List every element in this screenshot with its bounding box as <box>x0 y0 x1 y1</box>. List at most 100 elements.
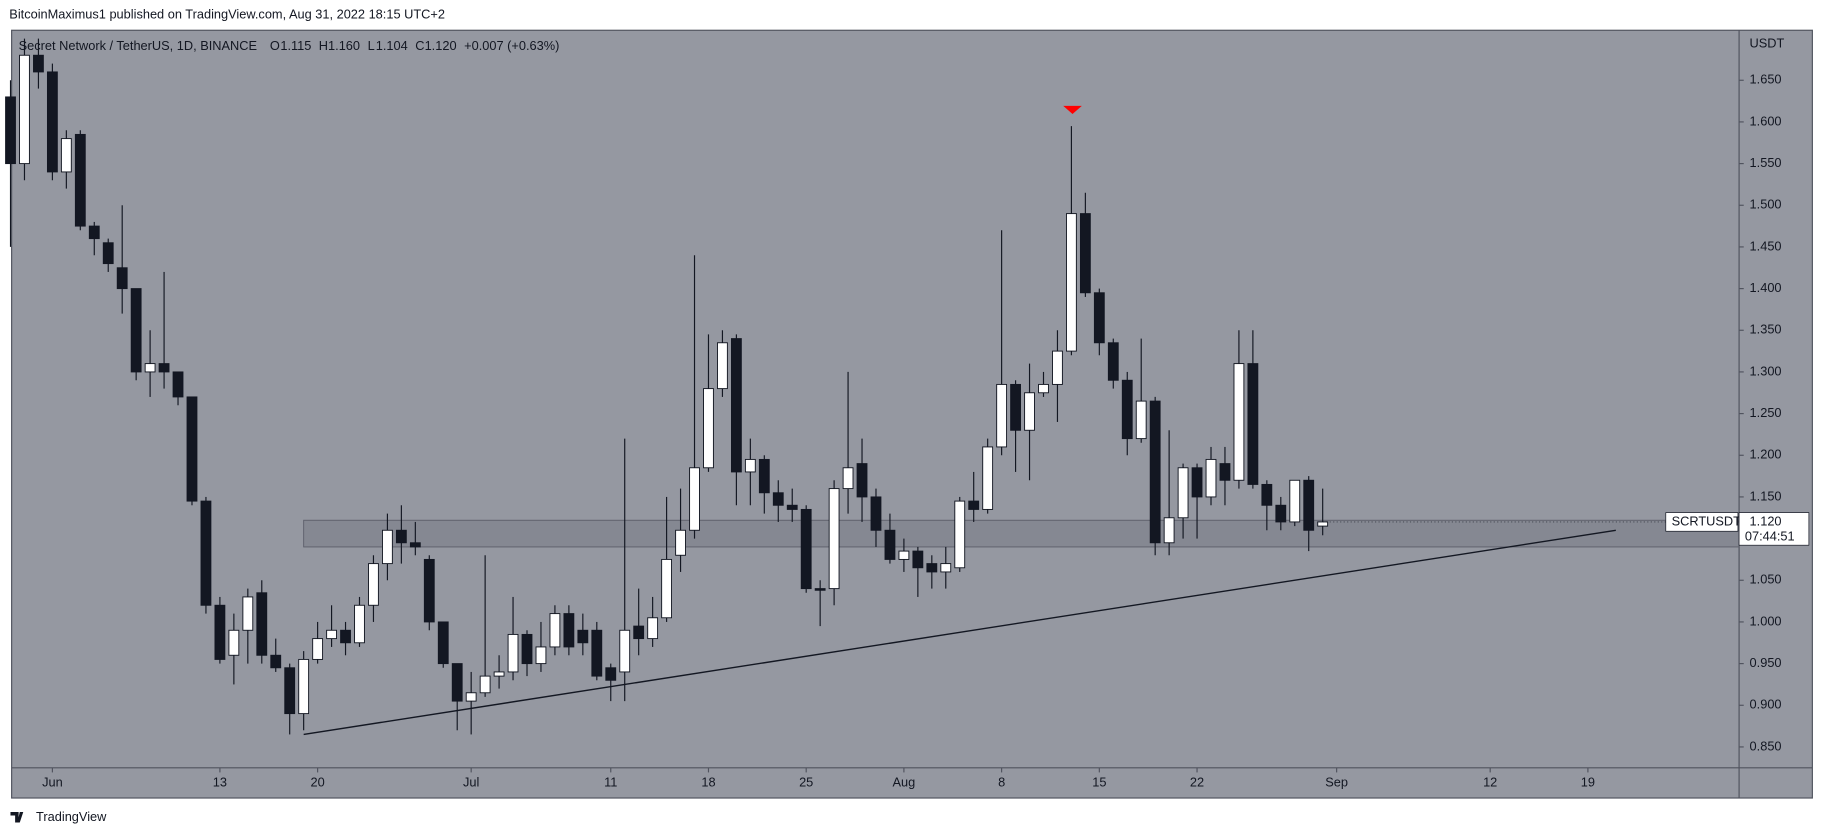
candle-body <box>242 596 254 631</box>
symbol-tag: SCRTUSDT <box>1672 513 1742 528</box>
y-tick-label: 1.450 <box>1750 238 1782 253</box>
candle-body <box>256 592 268 656</box>
high-marker <box>1063 105 1082 115</box>
h-value: 1.160 <box>328 38 360 53</box>
x-tick-label: Aug <box>893 774 916 789</box>
candle-body <box>898 550 910 560</box>
candle-body <box>535 646 547 665</box>
candle-body <box>1177 467 1189 519</box>
candle-body <box>340 629 351 644</box>
y-tick-label: 1.200 <box>1750 447 1782 462</box>
l-value: 1.104 <box>376 38 408 53</box>
x-tick-label: Jun <box>42 774 63 789</box>
brand-logo <box>10 811 24 823</box>
candle-body <box>1038 383 1049 394</box>
brand: TradingView <box>10 809 107 824</box>
y-tick-label: 1.550 <box>1750 155 1782 170</box>
y-tick-label: 1.350 <box>1750 322 1782 337</box>
y-tick-label: 0.900 <box>1750 697 1782 712</box>
candle-body <box>88 225 100 240</box>
x-tick-label: 22 <box>1190 774 1204 789</box>
candle-body <box>563 613 575 648</box>
y-tick-label: 1.000 <box>1750 613 1782 628</box>
l-label: L <box>368 38 375 53</box>
c-label: C <box>415 38 424 53</box>
candle-body <box>828 488 840 590</box>
y-axis-label: USDT <box>1750 36 1785 51</box>
candle-body <box>214 604 226 660</box>
candle-body <box>577 629 589 644</box>
candle-body <box>326 629 337 640</box>
candle-body <box>744 458 756 473</box>
candle-body <box>395 529 407 544</box>
x-tick-label: 12 <box>1483 774 1497 789</box>
candle-body <box>368 563 379 606</box>
candle-body <box>60 138 72 173</box>
y-tick-label: 1.650 <box>1750 72 1782 87</box>
candle-body <box>800 508 812 590</box>
candle-body <box>549 613 561 648</box>
y-tick-label: 0.950 <box>1750 655 1782 670</box>
candle-body <box>856 463 868 498</box>
h-label: H <box>319 38 328 53</box>
y-tick-label: 1.050 <box>1750 572 1782 587</box>
candle-body <box>200 500 212 606</box>
candle-body <box>1121 379 1133 440</box>
candle-body <box>1247 363 1259 485</box>
candle-body <box>1010 383 1021 431</box>
candle-body <box>1289 479 1301 523</box>
candle-body <box>619 629 631 673</box>
y-tick-label: 1.500 <box>1750 197 1782 212</box>
candle-body <box>465 692 477 702</box>
frame <box>11 29 1813 799</box>
o-value: 1.115 <box>280 38 311 53</box>
x-tick-label: 20 <box>311 774 325 789</box>
chart-pane <box>11 30 1813 799</box>
header: Secret Network / TetherUS, 1D, BINANCE O… <box>19 38 560 53</box>
x-tick-label: 11 <box>604 774 617 789</box>
candle-body <box>968 500 980 510</box>
candle-body <box>842 467 854 490</box>
candle-body <box>1052 350 1063 385</box>
candle-body <box>102 242 114 265</box>
candle-body <box>521 633 533 665</box>
candle-body <box>1191 467 1203 498</box>
x-tick-label: Jul <box>463 774 479 789</box>
candle-body <box>1205 458 1217 498</box>
candle-body <box>1303 479 1315 531</box>
candle-body <box>605 667 617 681</box>
candle-body <box>270 654 282 669</box>
candle-body <box>409 542 421 548</box>
candle-body <box>507 633 519 673</box>
x-tick-label: 8 <box>998 774 1005 789</box>
x-tick-label: 25 <box>799 774 813 789</box>
y-tick-label: 1.400 <box>1750 280 1782 295</box>
candle-body <box>1149 400 1161 544</box>
candle-body <box>689 467 700 531</box>
x-tick-label: 19 <box>1581 774 1595 789</box>
candle-body <box>926 563 938 573</box>
candle-body <box>675 529 686 556</box>
o-label: O <box>270 38 280 53</box>
candle-body <box>1261 483 1273 506</box>
candle-body <box>758 458 770 494</box>
candle-body <box>33 54 44 73</box>
x-tick-label: Sep <box>1325 774 1348 789</box>
candle-body <box>493 671 505 677</box>
x-tick-label: 18 <box>701 774 715 789</box>
countdown: 07:44:51 <box>1745 528 1795 543</box>
trendline <box>303 529 1616 736</box>
candle-body <box>284 667 296 715</box>
candle-body <box>703 388 714 469</box>
candle-body <box>312 638 324 660</box>
publish-note: BitcoinMaximus1 published on TradingView… <box>9 7 445 22</box>
candle-body <box>1275 504 1287 523</box>
y-tick-label: 0.850 <box>1750 738 1782 753</box>
candle-body <box>1163 517 1175 544</box>
candle-body <box>954 500 966 569</box>
brand-name: TradingView <box>36 809 107 824</box>
candle-body <box>1093 292 1105 344</box>
candle-body <box>74 133 86 227</box>
change: +0.007 (+0.63%) <box>464 38 559 53</box>
